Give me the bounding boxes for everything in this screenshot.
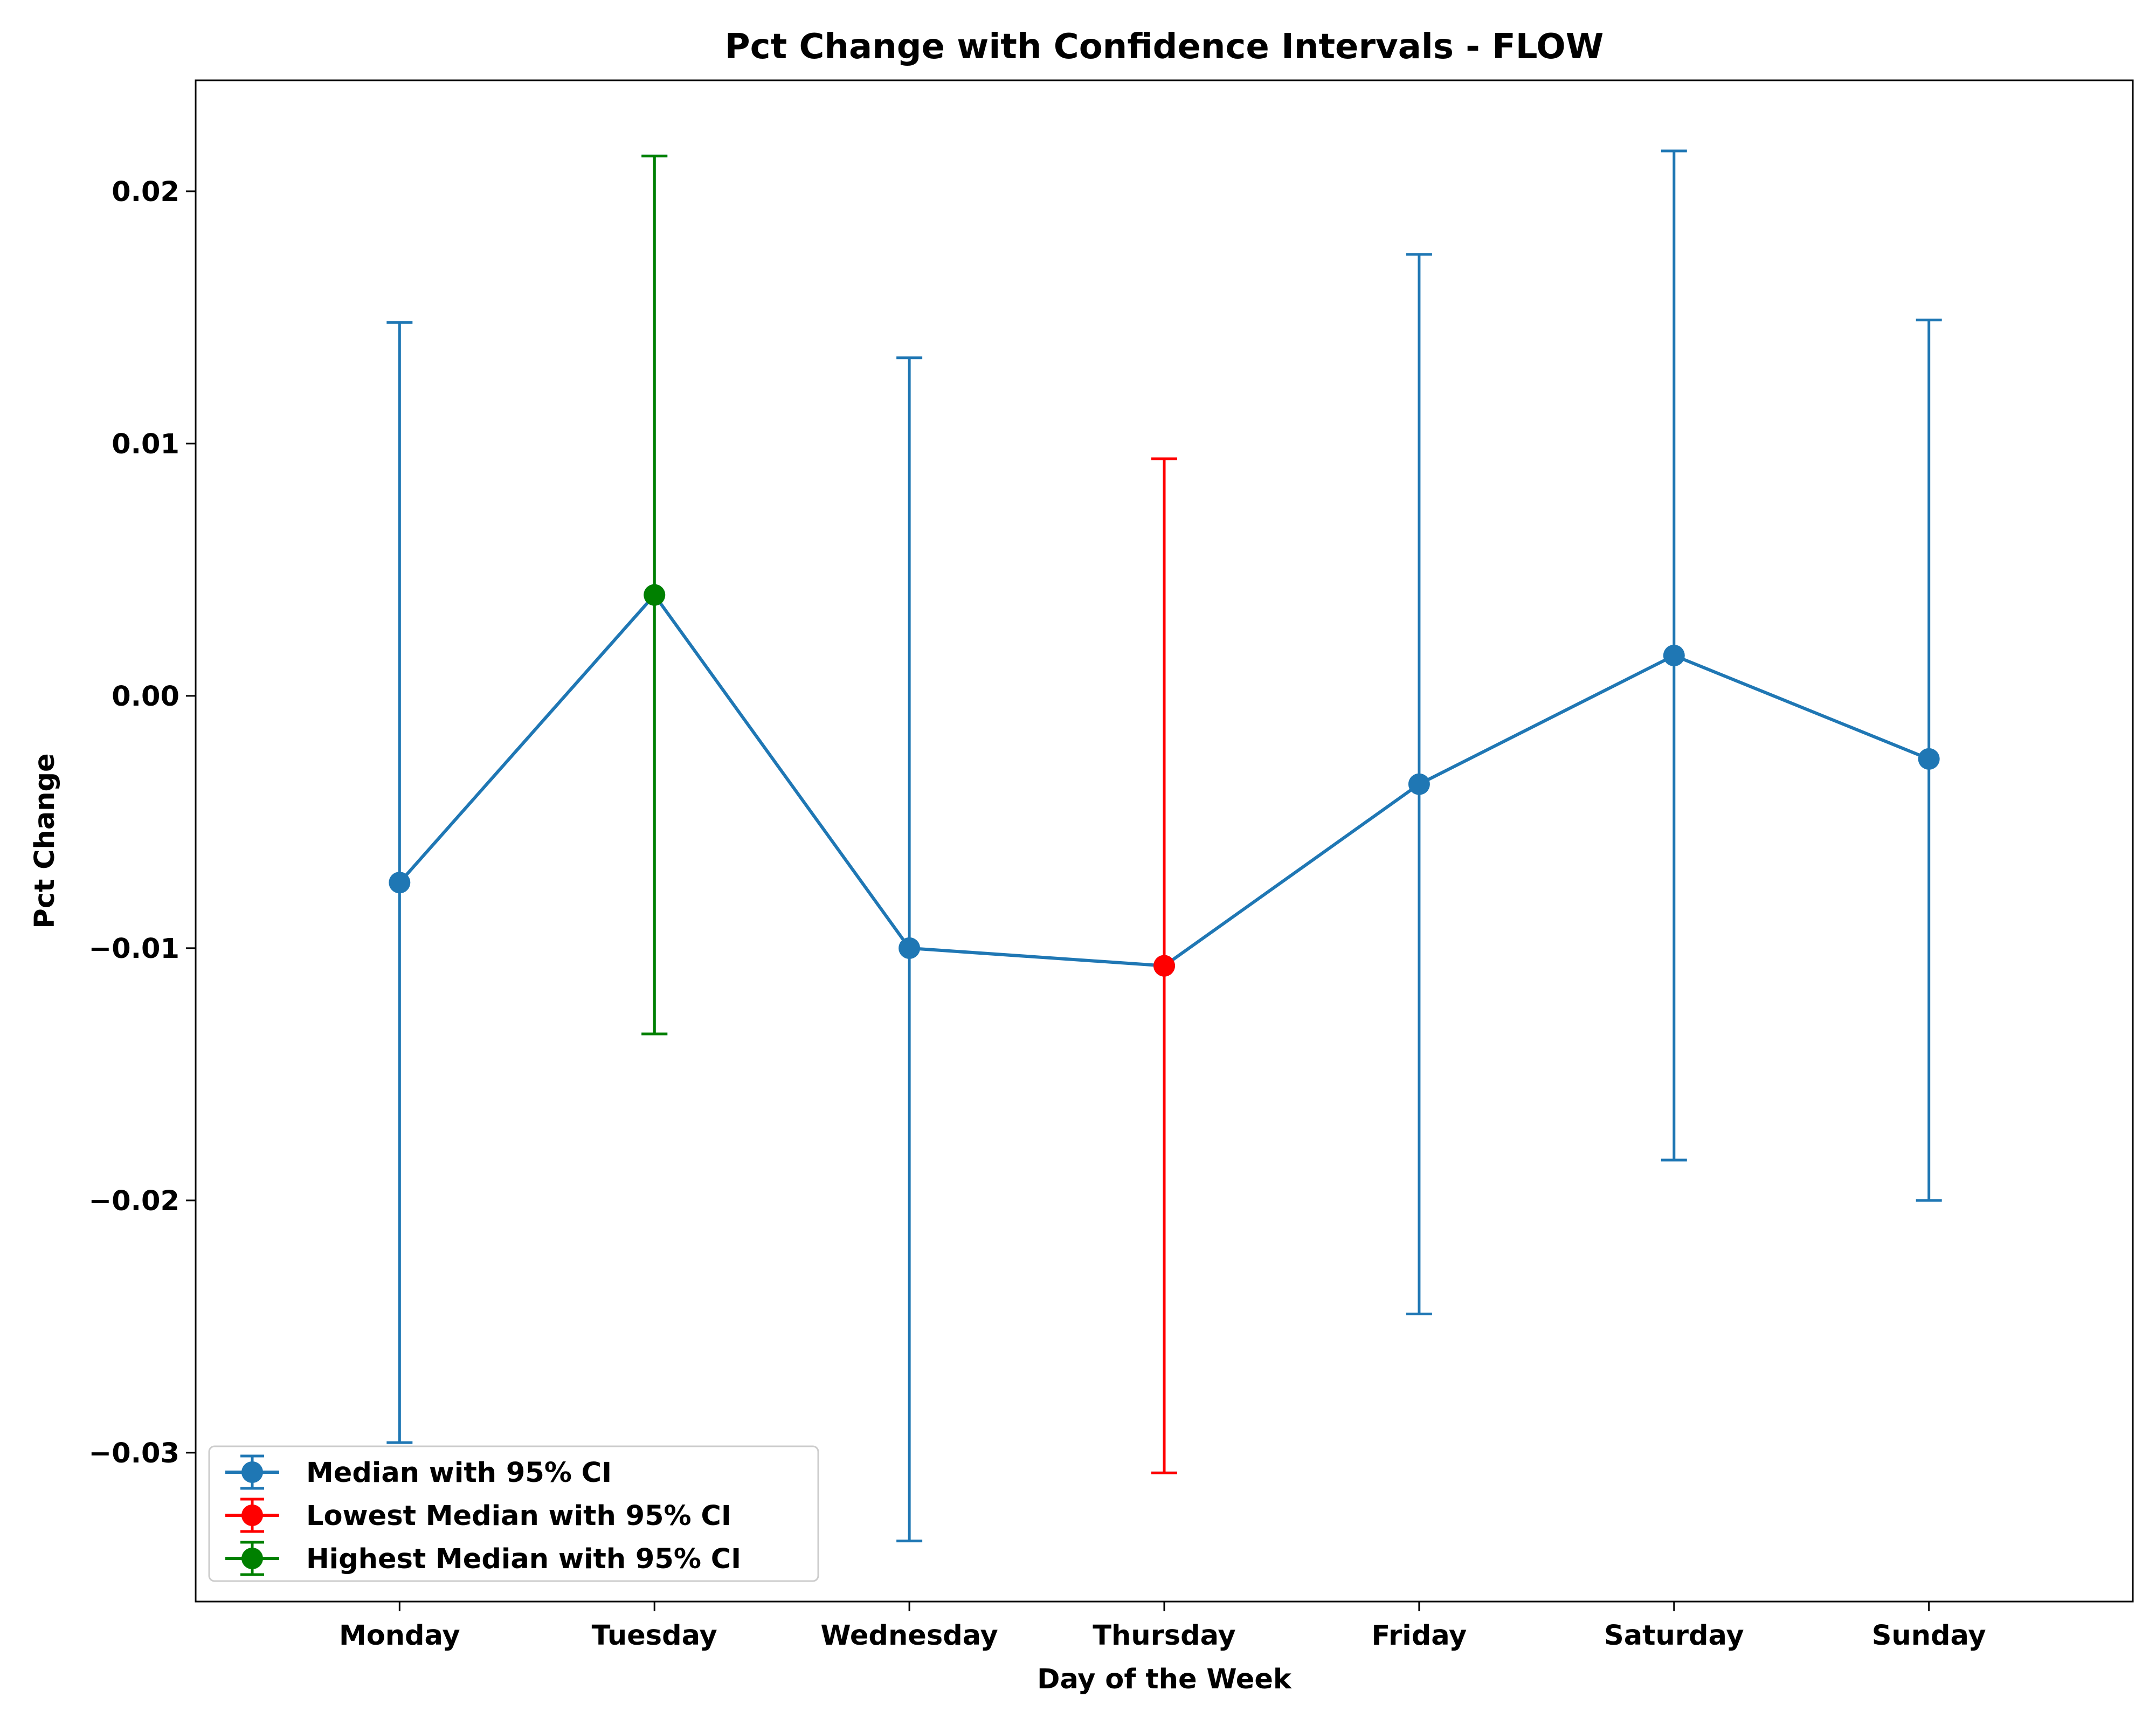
x-tick-label-thursday: Thursday: [1093, 1620, 1236, 1652]
plot-area: [386, 149, 1942, 1543]
x-tick-label-tuesday: Tuesday: [592, 1620, 717, 1652]
x-tick-label-monday: Monday: [339, 1620, 460, 1652]
lowest-median-point-thursday: [1153, 955, 1175, 977]
legend-marker-2: [241, 1548, 263, 1569]
x-tick-label-wednesday: Wednesday: [820, 1620, 998, 1652]
legend-label-2: Highest Median with 95% CI: [306, 1543, 741, 1575]
legend-label-0: Median with 95% CI: [306, 1457, 612, 1489]
y-tick-label: 0.02: [112, 176, 179, 208]
median-point-wednesday: [899, 937, 921, 959]
y-tick-label: −0.01: [88, 933, 179, 965]
y-tick-label: −0.02: [88, 1185, 179, 1217]
y-tick-label: 0.01: [112, 429, 179, 460]
legend: Median with 95% CI Lowest Median with 95%…: [208, 1445, 819, 1582]
legend-label-1: Lowest Median with 95% CI: [306, 1500, 731, 1532]
median-point-monday: [389, 872, 411, 894]
x-axis-ticks: Monday Tuesday Wednesday Thursday Friday Satu…: [339, 1602, 1986, 1652]
median-point-saturday: [1663, 645, 1685, 667]
x-tick-label-friday: Friday: [1371, 1620, 1467, 1652]
median-point-sunday: [1918, 748, 1940, 770]
y-tick-label: 0.00: [112, 681, 179, 713]
y-tick-label: −0.03: [88, 1438, 179, 1469]
chart-title: Pct Change with Confidence Intervals - F…: [725, 27, 1604, 67]
x-tick-label-sunday: Sunday: [1872, 1620, 1986, 1652]
y-axis-ticks: −0.03 −0.02 −0.01 0.00 0.01 0.02: [88, 176, 196, 1469]
x-tick-label-saturday: Saturday: [1604, 1620, 1744, 1652]
legend-box: [208, 1445, 819, 1582]
legend-marker-0: [241, 1461, 263, 1483]
y-axis-label: Pct Change: [29, 753, 61, 928]
median-point-friday: [1408, 773, 1430, 795]
legend-marker-1: [241, 1505, 263, 1526]
highest-median-point-tuesday: [644, 584, 666, 606]
x-axis-label: Day of the Week: [1037, 1664, 1292, 1695]
